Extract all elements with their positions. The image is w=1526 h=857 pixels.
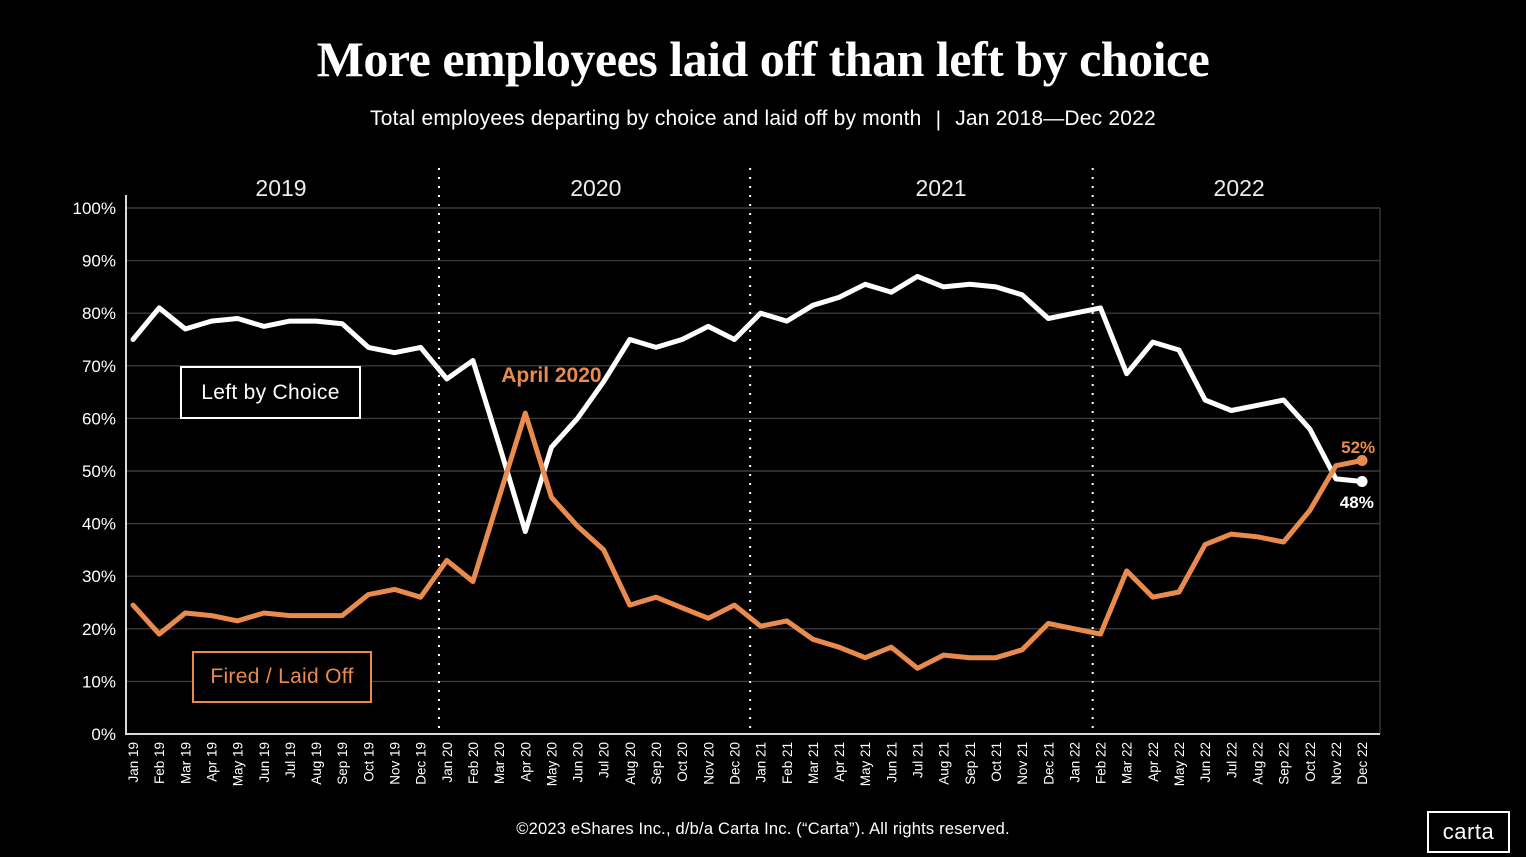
x-axis-tick-label-oct-20: Oct 20 [675, 742, 690, 782]
x-axis-tick-label-aug-22: Aug 22 [1250, 742, 1265, 785]
x-axis-tick-label-aug-20: Aug 20 [623, 742, 638, 785]
x-axis-tick-label-oct-22: Oct 22 [1303, 742, 1318, 782]
year-label-2022: 2022 [1214, 175, 1265, 201]
year-label-2020: 2020 [570, 175, 621, 201]
page-title: More employees laid off than left by cho… [316, 31, 1210, 87]
series-line-fired-laid-off [130, 410, 1365, 671]
x-axis-tick-label-oct-21: Oct 21 [989, 742, 1004, 782]
x-axis-tick-label-jun-19: Jun 19 [257, 742, 272, 783]
y-axis-tick-label-30pct: 30% [82, 567, 116, 586]
y-axis-tick-label-40pct: 40% [82, 515, 116, 534]
x-axis-tick-label-jul-19: Jul 19 [283, 742, 298, 778]
x-axis-tick-label-may-22: May 22 [1172, 742, 1187, 786]
x-axis-tick-label-mar-20: Mar 20 [492, 742, 507, 784]
copyright-footer: ©2023 eShares Inc., d/b/a Carta Inc. (“C… [516, 820, 1010, 838]
x-axis-tick-label-feb-22: Feb 22 [1094, 742, 1109, 784]
x-axis-tick-label-may-20: May 20 [544, 742, 559, 786]
y-axis-tick-label-100pct: 100% [73, 199, 116, 218]
x-axis-tick-label-feb-19: Feb 19 [152, 742, 167, 784]
series-line-left-by-choice [130, 273, 1365, 534]
y-axis-tick-label-60pct: 60% [82, 409, 116, 428]
x-axis-tick-label-mar-19: Mar 19 [178, 742, 193, 784]
y-axis-tick-label-70pct: 70% [82, 357, 116, 376]
x-axis-tick-label-feb-21: Feb 21 [780, 742, 795, 784]
x-axis-tick-label-jan-19: Jan 19 [126, 742, 141, 783]
x-axis-tick-label-sep-21: Sep 21 [963, 742, 978, 785]
x-axis-tick-label-dec-21: Dec 21 [1041, 742, 1056, 785]
x-axis-tick-label-dec-20: Dec 20 [727, 742, 742, 785]
x-axis-tick-label-nov-21: Nov 21 [1015, 742, 1030, 785]
x-axis-tick-label-mar-21: Mar 21 [806, 742, 821, 784]
x-axis-tick-label-may-19: May 19 [231, 742, 246, 786]
x-axis-tick-label-sep-22: Sep 22 [1277, 742, 1292, 785]
y-axis-tick-label-50pct: 50% [82, 462, 116, 481]
x-axis-tick-label-mar-22: Mar 22 [1120, 742, 1135, 784]
x-axis-tick-label-feb-20: Feb 20 [466, 742, 481, 784]
end-label-left-48pct: 48% [1339, 493, 1374, 513]
x-axis-tick-label-jul-20: Jul 20 [597, 742, 612, 778]
y-axis-tick-label-0pct: 0% [91, 725, 116, 744]
x-axis-tick-label-jan-20: Jan 20 [440, 742, 455, 783]
x-axis-tick-label-jul-22: Jul 22 [1224, 742, 1239, 778]
carta-logo: carta [1427, 811, 1510, 853]
year-label-2021: 2021 [915, 175, 966, 201]
x-axis-tick-label-dec-22: Dec 22 [1355, 742, 1370, 785]
y-axis-tick-label-80pct: 80% [82, 304, 116, 323]
x-axis-tick-label-may-21: May 21 [858, 742, 873, 786]
x-axis-tick-label-jan-21: Jan 21 [754, 742, 769, 783]
x-axis-tick-label-dec-19: Dec 19 [414, 742, 429, 785]
end-label-fired-52pct: 52% [1341, 438, 1376, 458]
series-end-dot-fired-laid-off [1356, 454, 1368, 466]
x-axis-tick-label-nov-19: Nov 19 [388, 742, 403, 785]
legend-fired-laid-off: Fired / Laid Off [192, 651, 372, 703]
x-axis-tick-label-jun-22: Jun 22 [1198, 742, 1213, 783]
year-label-2019: 2019 [255, 175, 306, 201]
legend-left-by-choice: Left by Choice [180, 366, 361, 419]
x-axis-tick-label-nov-22: Nov 22 [1329, 742, 1344, 785]
x-axis-tick-label-apr-21: Apr 21 [832, 742, 847, 782]
x-axis-tick-label-jun-20: Jun 20 [571, 742, 586, 783]
x-axis-tick-label-sep-19: Sep 19 [335, 742, 350, 785]
x-axis-tick-label-aug-19: Aug 19 [309, 742, 324, 785]
x-axis-tick-label-apr-22: Apr 22 [1146, 742, 1161, 782]
x-axis-tick-label-apr-20: Apr 20 [518, 742, 533, 782]
series-end-dot-left-by-choice [1356, 476, 1368, 488]
subtitle-separator: | [935, 108, 942, 131]
y-axis-tick-label-90pct: 90% [82, 252, 116, 271]
chart-subtitle: Total employees departing by choice and … [0, 107, 1526, 131]
subtitle-date-range: Jan 2018—Dec 2022 [955, 107, 1156, 130]
annotation-april-2020: April 2020 [501, 364, 602, 388]
carta-logo-text: carta [1442, 819, 1495, 844]
legend-fired-laid-off-label: Fired / Laid Off [210, 665, 354, 688]
x-axis-tick-label-jul-21: Jul 21 [911, 742, 926, 778]
x-axis-tick-label-jan-22: Jan 22 [1067, 742, 1082, 783]
x-axis-tick-label-sep-20: Sep 20 [649, 742, 664, 785]
legend-left-by-choice-label: Left by Choice [201, 380, 340, 404]
x-axis-tick-label-nov-20: Nov 20 [701, 742, 716, 785]
x-axis-tick-label-apr-19: Apr 19 [204, 742, 219, 782]
y-axis-tick-label-20pct: 20% [82, 620, 116, 639]
x-axis-tick-label-aug-21: Aug 21 [937, 742, 952, 785]
subtitle-text: Total employees departing by choice and … [370, 107, 922, 130]
x-axis-tick-label-oct-19: Oct 19 [361, 742, 376, 782]
x-axis-tick-label-jun-21: Jun 21 [884, 742, 899, 783]
y-axis-tick-label-10pct: 10% [82, 672, 116, 691]
